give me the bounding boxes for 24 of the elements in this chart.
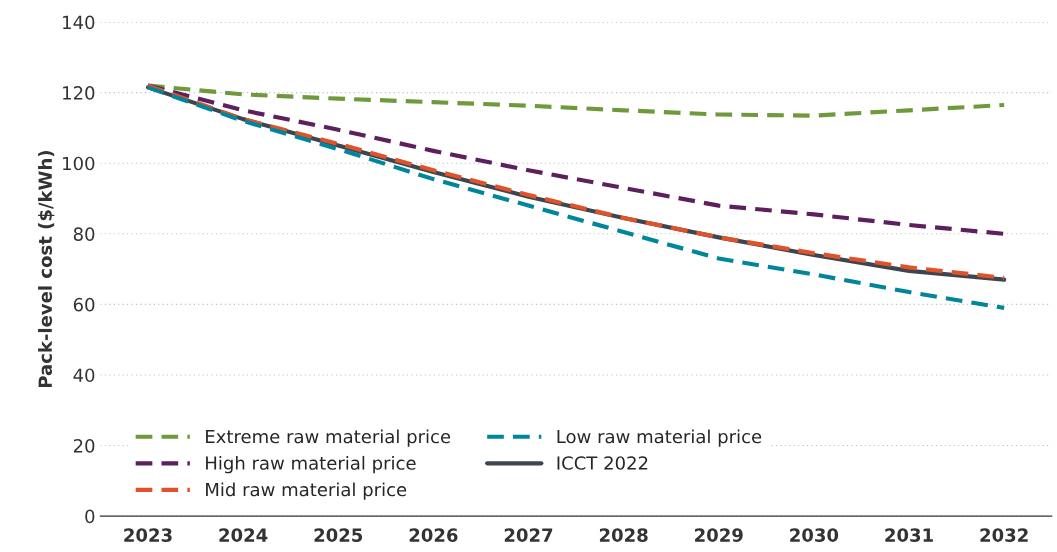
x-tick-label: 2028 xyxy=(599,528,648,542)
y-tick-label: 0 xyxy=(85,509,95,524)
x-tick-label: 2027 xyxy=(504,528,553,542)
y-tick-label: 120 xyxy=(63,86,95,100)
legend-label: ICCT 2022 xyxy=(557,456,648,470)
x-tick-label: 2029 xyxy=(695,528,743,542)
y-tick-label: 80 xyxy=(73,227,95,241)
x-tick-label: 2024 xyxy=(219,528,268,542)
legend-label: Low raw material price xyxy=(557,429,762,447)
legend-label: High raw material price xyxy=(206,455,416,474)
legend-label: Extreme raw material price xyxy=(206,429,451,447)
y-tick-label: 60 xyxy=(73,297,95,312)
x-tick-label: 2025 xyxy=(314,528,363,542)
x-tick-label: 2032 xyxy=(980,528,1028,542)
x-tick-label: 2023 xyxy=(124,528,172,542)
y-tick-label: 40 xyxy=(73,368,95,383)
x-tick-label: 2026 xyxy=(409,528,458,542)
y-tick-label: 100 xyxy=(63,156,95,171)
legend-label: Mid raw material price xyxy=(206,482,407,500)
x-tick-label: 2030 xyxy=(790,528,839,542)
y-tick-label: 20 xyxy=(73,439,95,453)
y-axis-title: Pack-level cost ($/kWh) xyxy=(38,151,55,388)
x-tick-label: 2031 xyxy=(885,528,933,542)
y-tick-label: 140 xyxy=(63,15,95,30)
